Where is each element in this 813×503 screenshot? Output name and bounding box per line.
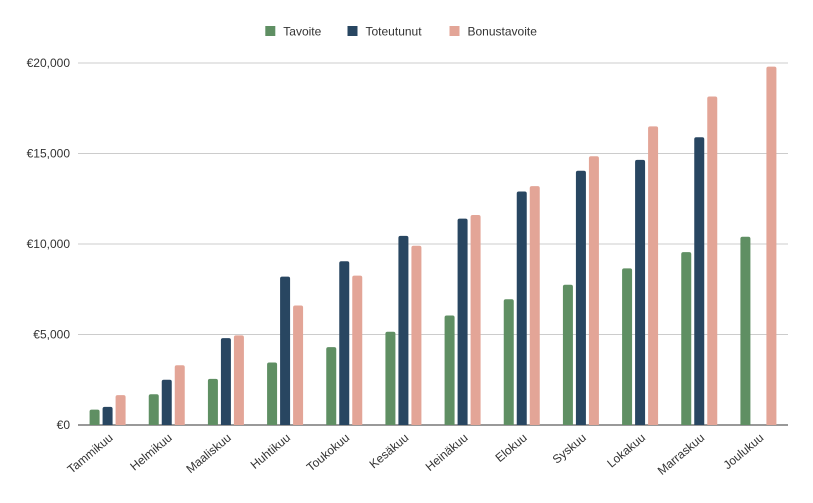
bar-toteutunut-tammikuu bbox=[102, 406, 113, 425]
legend-swatch-toteutunut bbox=[347, 26, 358, 36]
bar-bonustavoite-joulukuu bbox=[766, 66, 777, 426]
bar-tavoite-maaliskuu bbox=[207, 378, 218, 425]
bar-bonustavoite-syskuu bbox=[588, 156, 599, 425]
bar-tavoite-joulukuu bbox=[740, 236, 751, 425]
bar-bonustavoite-helmikuu bbox=[174, 365, 185, 425]
bar-toteutunut-heinäkuu bbox=[457, 218, 468, 425]
bar-toteutunut-marraskuu bbox=[694, 137, 705, 425]
legend-swatch-bonustavoite bbox=[449, 26, 460, 36]
bar-tavoite-tammikuu bbox=[89, 409, 100, 425]
x-tick-label: Elokuu bbox=[493, 431, 530, 465]
bar-bonustavoite-marraskuu bbox=[707, 96, 718, 426]
x-tick-label: Marraskuu bbox=[655, 431, 707, 478]
legend-label-toteutunut: Toteutunut bbox=[366, 25, 423, 39]
bar-tavoite-elokuu bbox=[503, 299, 514, 425]
bar-bonustavoite-heinäkuu bbox=[470, 215, 481, 425]
bar-toteutunut-kesäkuu bbox=[398, 235, 409, 425]
bar-tavoite-heinäkuu bbox=[444, 315, 455, 425]
legend-swatch-tavoite bbox=[265, 26, 276, 36]
bar-bonustavoite-lokakuu bbox=[648, 126, 659, 425]
bar-toteutunut-elokuu bbox=[516, 191, 527, 425]
y-tick-label: €20,000 bbox=[27, 56, 71, 70]
bar-tavoite-marraskuu bbox=[681, 252, 692, 425]
x-axis: Tammikuu Helmikuu Maaliskuu Huhtikuu Toukoku… bbox=[65, 431, 767, 478]
x-tick-label: Kesäkuu bbox=[367, 431, 412, 472]
legend-label-tavoite: Tavoite bbox=[283, 25, 321, 39]
bar-tavoite-helmikuu bbox=[148, 394, 159, 425]
bar-bonustavoite-tammikuu bbox=[115, 395, 126, 425]
x-tick-label: Joulukuu bbox=[721, 431, 767, 473]
bars-group bbox=[89, 66, 777, 426]
bar-toteutunut-toukokuu bbox=[339, 261, 350, 425]
bar-toteutunut-huhtikuu bbox=[280, 276, 291, 425]
y-tick-label: €0 bbox=[57, 418, 71, 432]
bar-toteutunut-maaliskuu bbox=[220, 338, 231, 425]
bar-bonustavoite-toukokuu bbox=[352, 275, 363, 425]
bar-toteutunut-syskuu bbox=[575, 170, 586, 425]
x-tick-label: Lokakuu bbox=[604, 431, 648, 471]
x-tick-label: Syskuu bbox=[550, 431, 589, 467]
x-tick-label: Toukokuu bbox=[304, 431, 352, 475]
bar-bonustavoite-maaliskuu bbox=[233, 335, 244, 425]
x-tick-label: Heinäkuu bbox=[423, 431, 471, 474]
y-tick-label: €10,000 bbox=[27, 237, 71, 251]
legend: Tavoite Toteutunut Bonustavoite bbox=[265, 25, 537, 39]
x-tick-label: Helmikuu bbox=[127, 431, 174, 474]
legend-label-bonustavoite: Bonustavoite bbox=[468, 25, 538, 39]
x-tick-label: Maaliskuu bbox=[183, 431, 233, 476]
bar-tavoite-huhtikuu bbox=[267, 362, 278, 425]
bar-bonustavoite-huhtikuu bbox=[293, 305, 304, 425]
bar-tavoite-lokakuu bbox=[622, 268, 633, 425]
y-tick-label: €15,000 bbox=[27, 147, 71, 161]
y-axis: €0 €5,000 €10,000 €15,000 €20,000 bbox=[27, 56, 71, 432]
gridlines bbox=[78, 62, 788, 426]
bar-toteutunut-lokakuu bbox=[635, 159, 646, 425]
bar-tavoite-toukokuu bbox=[326, 347, 337, 425]
bar-bonustavoite-kesäkuu bbox=[411, 245, 422, 425]
x-tick-label: Tammikuu bbox=[65, 431, 116, 477]
bar-bonustavoite-elokuu bbox=[529, 186, 540, 425]
x-tick-label: Huhtikuu bbox=[248, 431, 293, 472]
bar-toteutunut-helmikuu bbox=[161, 379, 172, 425]
y-tick-label: €5,000 bbox=[33, 328, 70, 342]
bar-tavoite-syskuu bbox=[562, 284, 573, 425]
bar-tavoite-kesäkuu bbox=[385, 331, 396, 425]
